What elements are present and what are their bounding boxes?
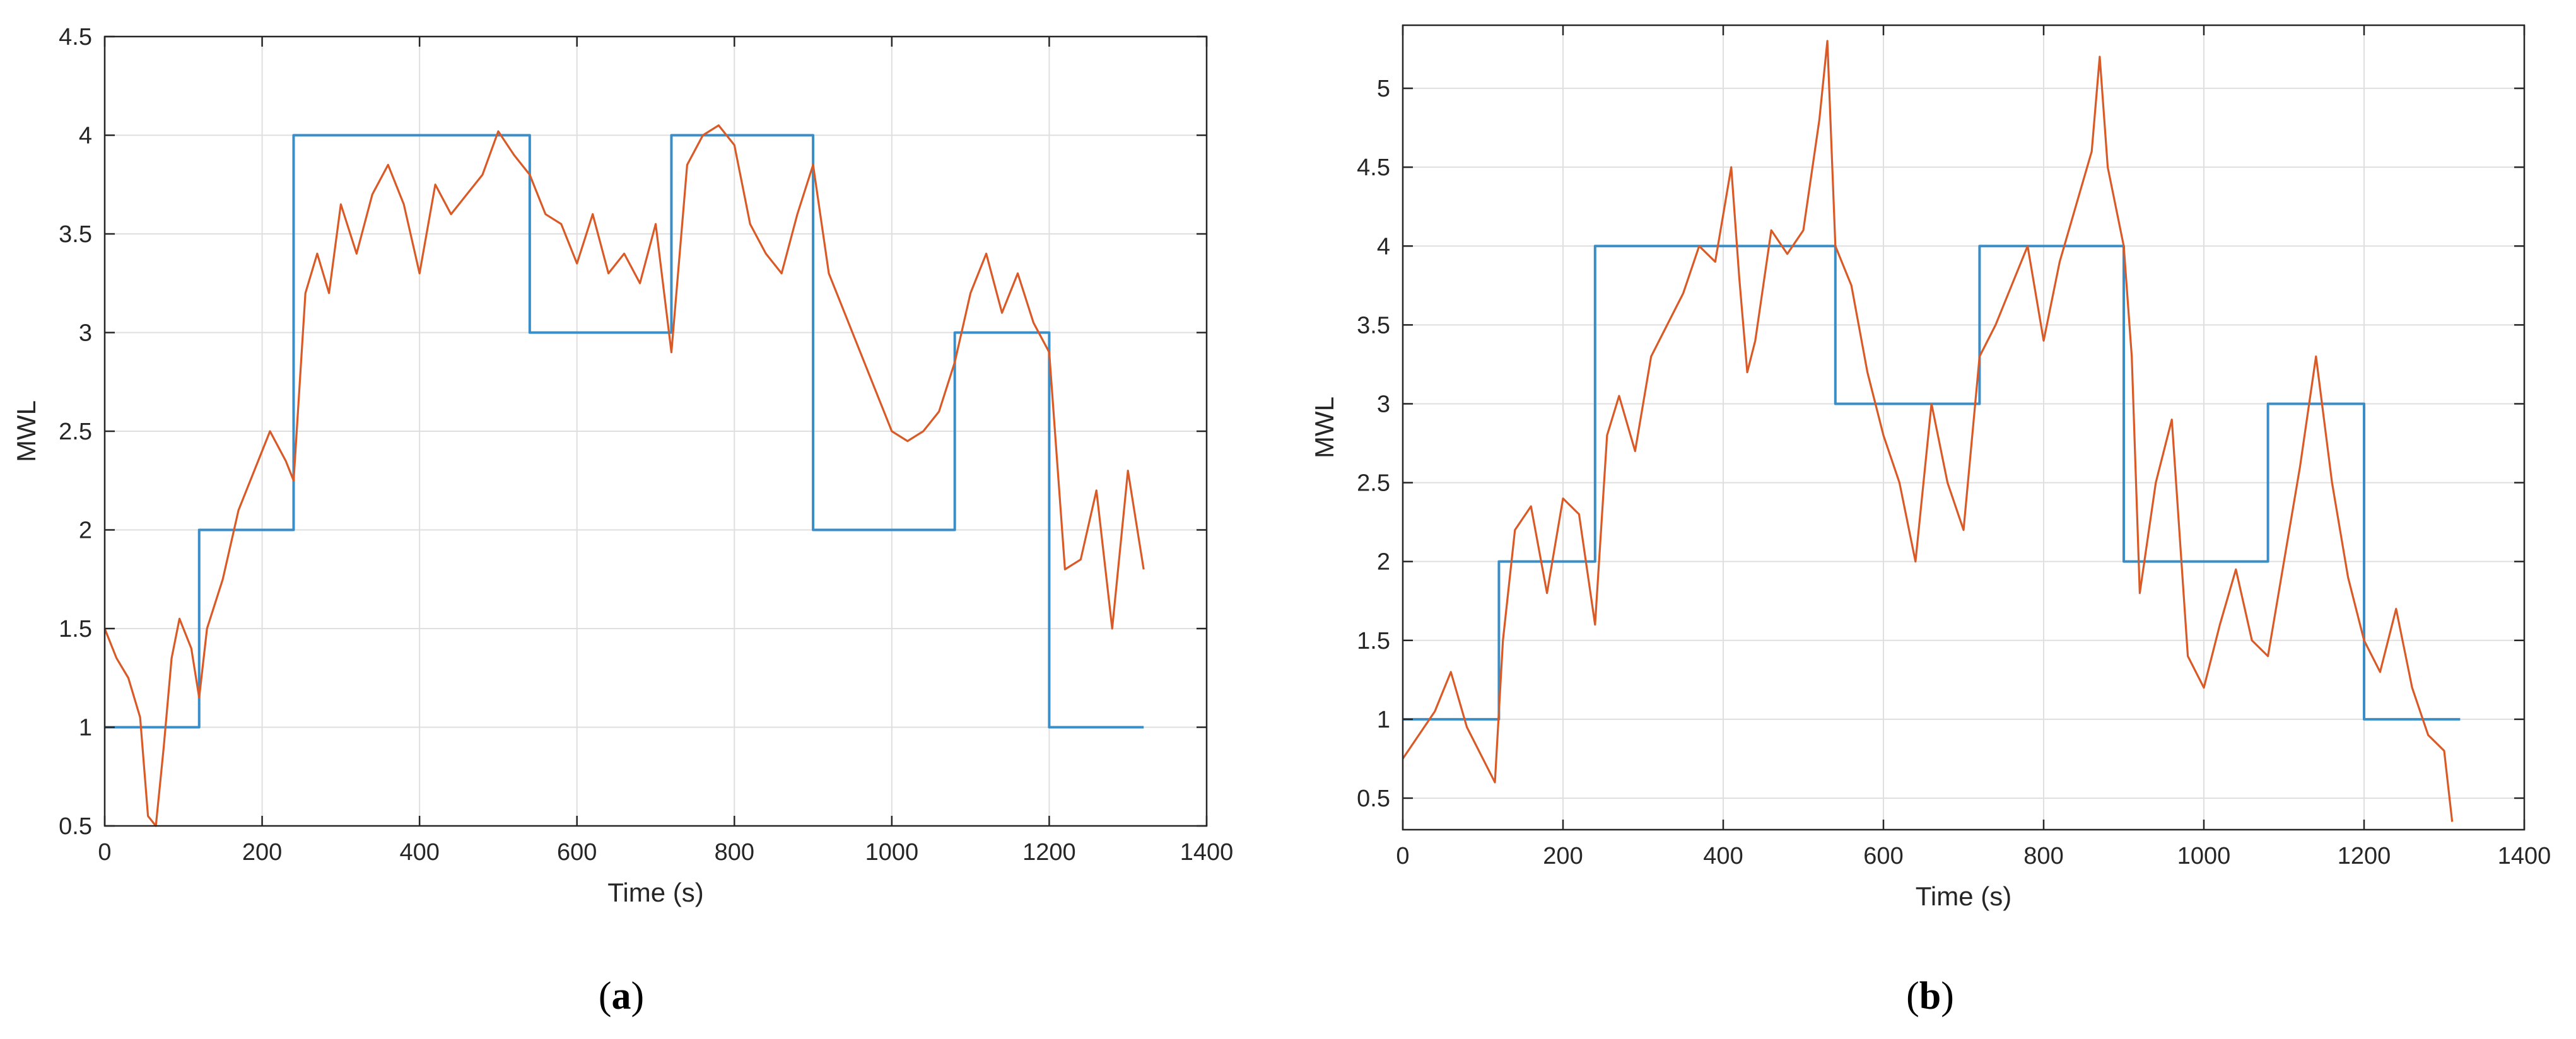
x-tick-label: 400 [1703,843,1743,869]
y-tick-label: 5 [1377,76,1390,102]
y-tick-label: 4 [79,123,92,149]
x-tick-label: 1400 [2498,843,2551,869]
x-tick-label: 200 [1543,843,1583,869]
panel-label-open: ( [1906,975,1919,1018]
x-tick-label: 1400 [1180,839,1234,866]
y-axis-label: MWL [11,400,41,462]
series-line-target [105,134,1144,729]
panel-label-open: ( [599,975,612,1018]
x-tick-label: 400 [399,839,439,866]
x-axis-label: Time (s) [1916,881,2011,911]
y-tick-label: 0.5 [1357,786,1390,812]
y-tick-label: 3.5 [1357,312,1390,339]
panel-label: (a) [599,975,644,1018]
y-tick-label: 1 [79,715,92,741]
y-tick-label: 4.5 [59,24,92,50]
y-tick-label: 1.5 [1357,628,1390,654]
x-tick-label: 0 [1396,843,1409,869]
x-tick-label: 1000 [2177,843,2231,869]
y-tick-label: 2.5 [1357,470,1390,497]
plot-area [1403,25,2524,830]
x-tick-label: 600 [1863,843,1903,869]
series-line-measured [103,124,1145,827]
y-tick-label: 3.5 [59,221,92,248]
panel-label-letter: b [1919,975,1941,1018]
panel-label-close: ) [1941,975,1954,1018]
axes-frame [1402,24,2526,831]
y-tick-label: 3 [79,320,92,347]
y-axis-label: MWL [1309,397,1339,458]
y-tick-label: 1 [1377,707,1390,733]
x-tick-label: 1000 [865,839,919,866]
y-tick-label: 1.5 [59,616,92,642]
chart-panel-b: 0 200 400 600 800 1000 1200 1400 0.5 1 1.5 2 2.5 3 3.5… [1309,24,2551,1018]
panel-label-close: ) [631,975,645,1018]
x-axis-label: Time (s) [607,878,703,907]
y-tick-label: 2 [79,518,92,544]
y-tick-label: 0.5 [59,813,92,840]
y-tick-label: 4.5 [1357,154,1390,181]
x-tick-label: 600 [557,839,597,866]
panel-label-letter: a [612,975,631,1018]
y-tick-label: 4 [1377,233,1390,260]
x-tick-label: 0 [98,839,111,866]
x-tick-label: 1200 [2338,843,2391,869]
y-tick-label: 2.5 [59,419,92,445]
y-tick-label: 3 [1377,391,1390,417]
x-tick-label: 1200 [1022,839,1076,866]
series-line-target [1403,245,2461,721]
x-tick-label: 800 [715,839,754,866]
chart-panel-a: 0 200 400 600 800 1000 1200 1400 0.5 1 1.5 2 2.5 3 3.5… [11,24,1233,1018]
panel-label: (b) [1906,975,1954,1018]
series-line-measured [1402,40,2454,822]
x-tick-label: 200 [242,839,282,866]
y-tick-label: 2 [1377,549,1390,576]
x-tick-label: 800 [2023,843,2063,869]
